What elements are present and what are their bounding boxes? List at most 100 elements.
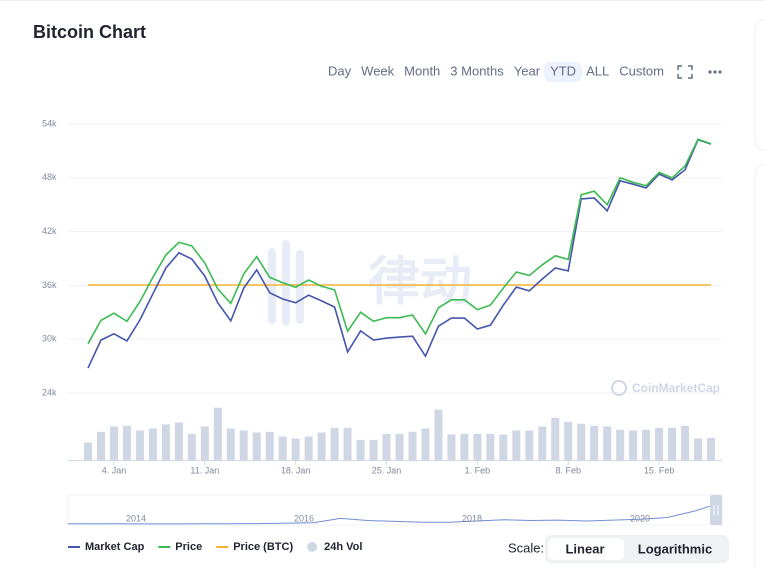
scale-option[interactable]: Logarithmic (638, 541, 712, 556)
fullscreen-icon[interactable] (677, 65, 693, 79)
chart: 24k 30k 36k 42k 48k 54k 律动 CoinMarketCap 4. Jan 1… (42, 118, 722, 475)
volume-bar (109, 426, 118, 460)
navigator-label: 2018 (462, 513, 482, 523)
y-tick-label: 30k (42, 334, 57, 344)
watermark-icon (611, 380, 627, 396)
volume-bar (278, 436, 287, 460)
volume-bar (590, 425, 599, 460)
legend-label[interactable]: Price (BTC) (233, 541, 293, 553)
side-card (754, 19, 765, 151)
volume-bar (84, 442, 92, 460)
x-tick-label: 4. Jan (102, 465, 127, 475)
watermark: 律动 (368, 254, 472, 312)
volume-bar (148, 428, 157, 460)
volume-bar (486, 433, 495, 460)
legend-label[interactable]: Market Cap (85, 541, 145, 553)
range-button[interactable]: YTD (550, 63, 576, 78)
navigator-line (67, 501, 723, 525)
volume-bar (135, 430, 144, 460)
volume-bar (174, 422, 183, 460)
x-tick-label: 1. Feb (465, 465, 491, 475)
range-button[interactable]: Year (514, 63, 541, 78)
volume-bar (512, 430, 521, 460)
volume-bar (122, 425, 131, 460)
volume-bar (538, 426, 547, 460)
toolbar: Custom ALL YTD Year 3 Months Month Week Day (328, 62, 664, 82)
volume-bar (655, 427, 664, 460)
volume-bar (395, 433, 404, 460)
series-line (87, 138, 712, 369)
side-card (754, 164, 765, 569)
range-button[interactable]: Week (361, 63, 394, 78)
volume-bar (226, 428, 235, 460)
volume-bar (616, 429, 625, 460)
volume-bar (252, 432, 261, 460)
scale-label: Scale: (508, 540, 544, 555)
volume-bar (447, 434, 456, 460)
more-icon[interactable] (708, 70, 722, 74)
x-tick-label: 8. Feb (555, 465, 581, 475)
volume-bar (525, 430, 534, 460)
navigator-handle[interactable] (710, 495, 722, 525)
navigator-label: 2020 (630, 513, 650, 523)
x-tick-label: 11. Jan (190, 465, 219, 475)
y-tick-label: 24k (42, 387, 57, 397)
volume-bar (564, 421, 573, 460)
range-button[interactable]: ALL (586, 63, 609, 78)
x-tick-label: 18. Jan (281, 465, 311, 475)
range-button[interactable]: Custom (619, 63, 664, 78)
volume-bar (408, 431, 417, 460)
volume-bar (317, 432, 326, 460)
legend-label[interactable]: 24h Vol (324, 541, 362, 553)
legend: Market Cap Price Price (BTC) 24h Vol (68, 541, 362, 553)
volume-bar (291, 438, 300, 460)
volume-bar (434, 409, 443, 460)
volume-bar (551, 417, 560, 460)
volume-bar (668, 427, 677, 460)
navigator-label: 2016 (294, 513, 314, 523)
volume-bar (369, 439, 378, 460)
legend-label[interactable]: Price (175, 541, 202, 553)
volume-bar (603, 426, 612, 460)
volume-bar (499, 434, 508, 460)
y-tick-label: 48k (42, 172, 57, 182)
volume-bar (577, 423, 586, 460)
x-tick-label: 25. Jan (372, 465, 402, 475)
volume-bar (213, 407, 222, 460)
volume-bar (629, 430, 638, 460)
volume-bar (304, 436, 313, 460)
volume-bar (707, 437, 715, 460)
scale-option-bg (548, 538, 624, 560)
navigator-label: 2014 (126, 513, 146, 523)
volume-bar (161, 424, 170, 460)
legend-swatch (307, 542, 318, 552)
volume-bar (265, 431, 274, 460)
volume-bar (356, 439, 365, 460)
volume-bar (681, 425, 690, 460)
volume-bar (382, 433, 391, 460)
title: Bitcoin Chart (33, 22, 146, 42)
volume-bar (473, 433, 482, 460)
volume-bar (694, 438, 703, 460)
volume-bar (239, 430, 248, 460)
series-line (87, 138, 712, 345)
volume-bar (421, 428, 430, 460)
range-button[interactable]: Day (328, 63, 352, 78)
volume-bar (200, 426, 209, 460)
volume-bar (96, 431, 105, 460)
y-tick-label: 36k (42, 280, 57, 290)
volume-bar (642, 429, 651, 460)
y-tick-label: 54k (42, 118, 57, 128)
volume-bar (460, 433, 469, 460)
range-button-active (544, 62, 583, 82)
volume-bar (330, 427, 339, 460)
scale-option[interactable]: Linear (565, 541, 604, 556)
range-button[interactable]: 3 Months (450, 63, 504, 78)
watermark: CoinMarketCap (632, 381, 720, 395)
x-tick-label: 15. Feb (644, 465, 675, 475)
volume-bar (187, 433, 196, 460)
volume-bar (343, 427, 352, 460)
y-tick-label: 42k (42, 226, 57, 236)
range-button[interactable]: Month (404, 63, 440, 78)
